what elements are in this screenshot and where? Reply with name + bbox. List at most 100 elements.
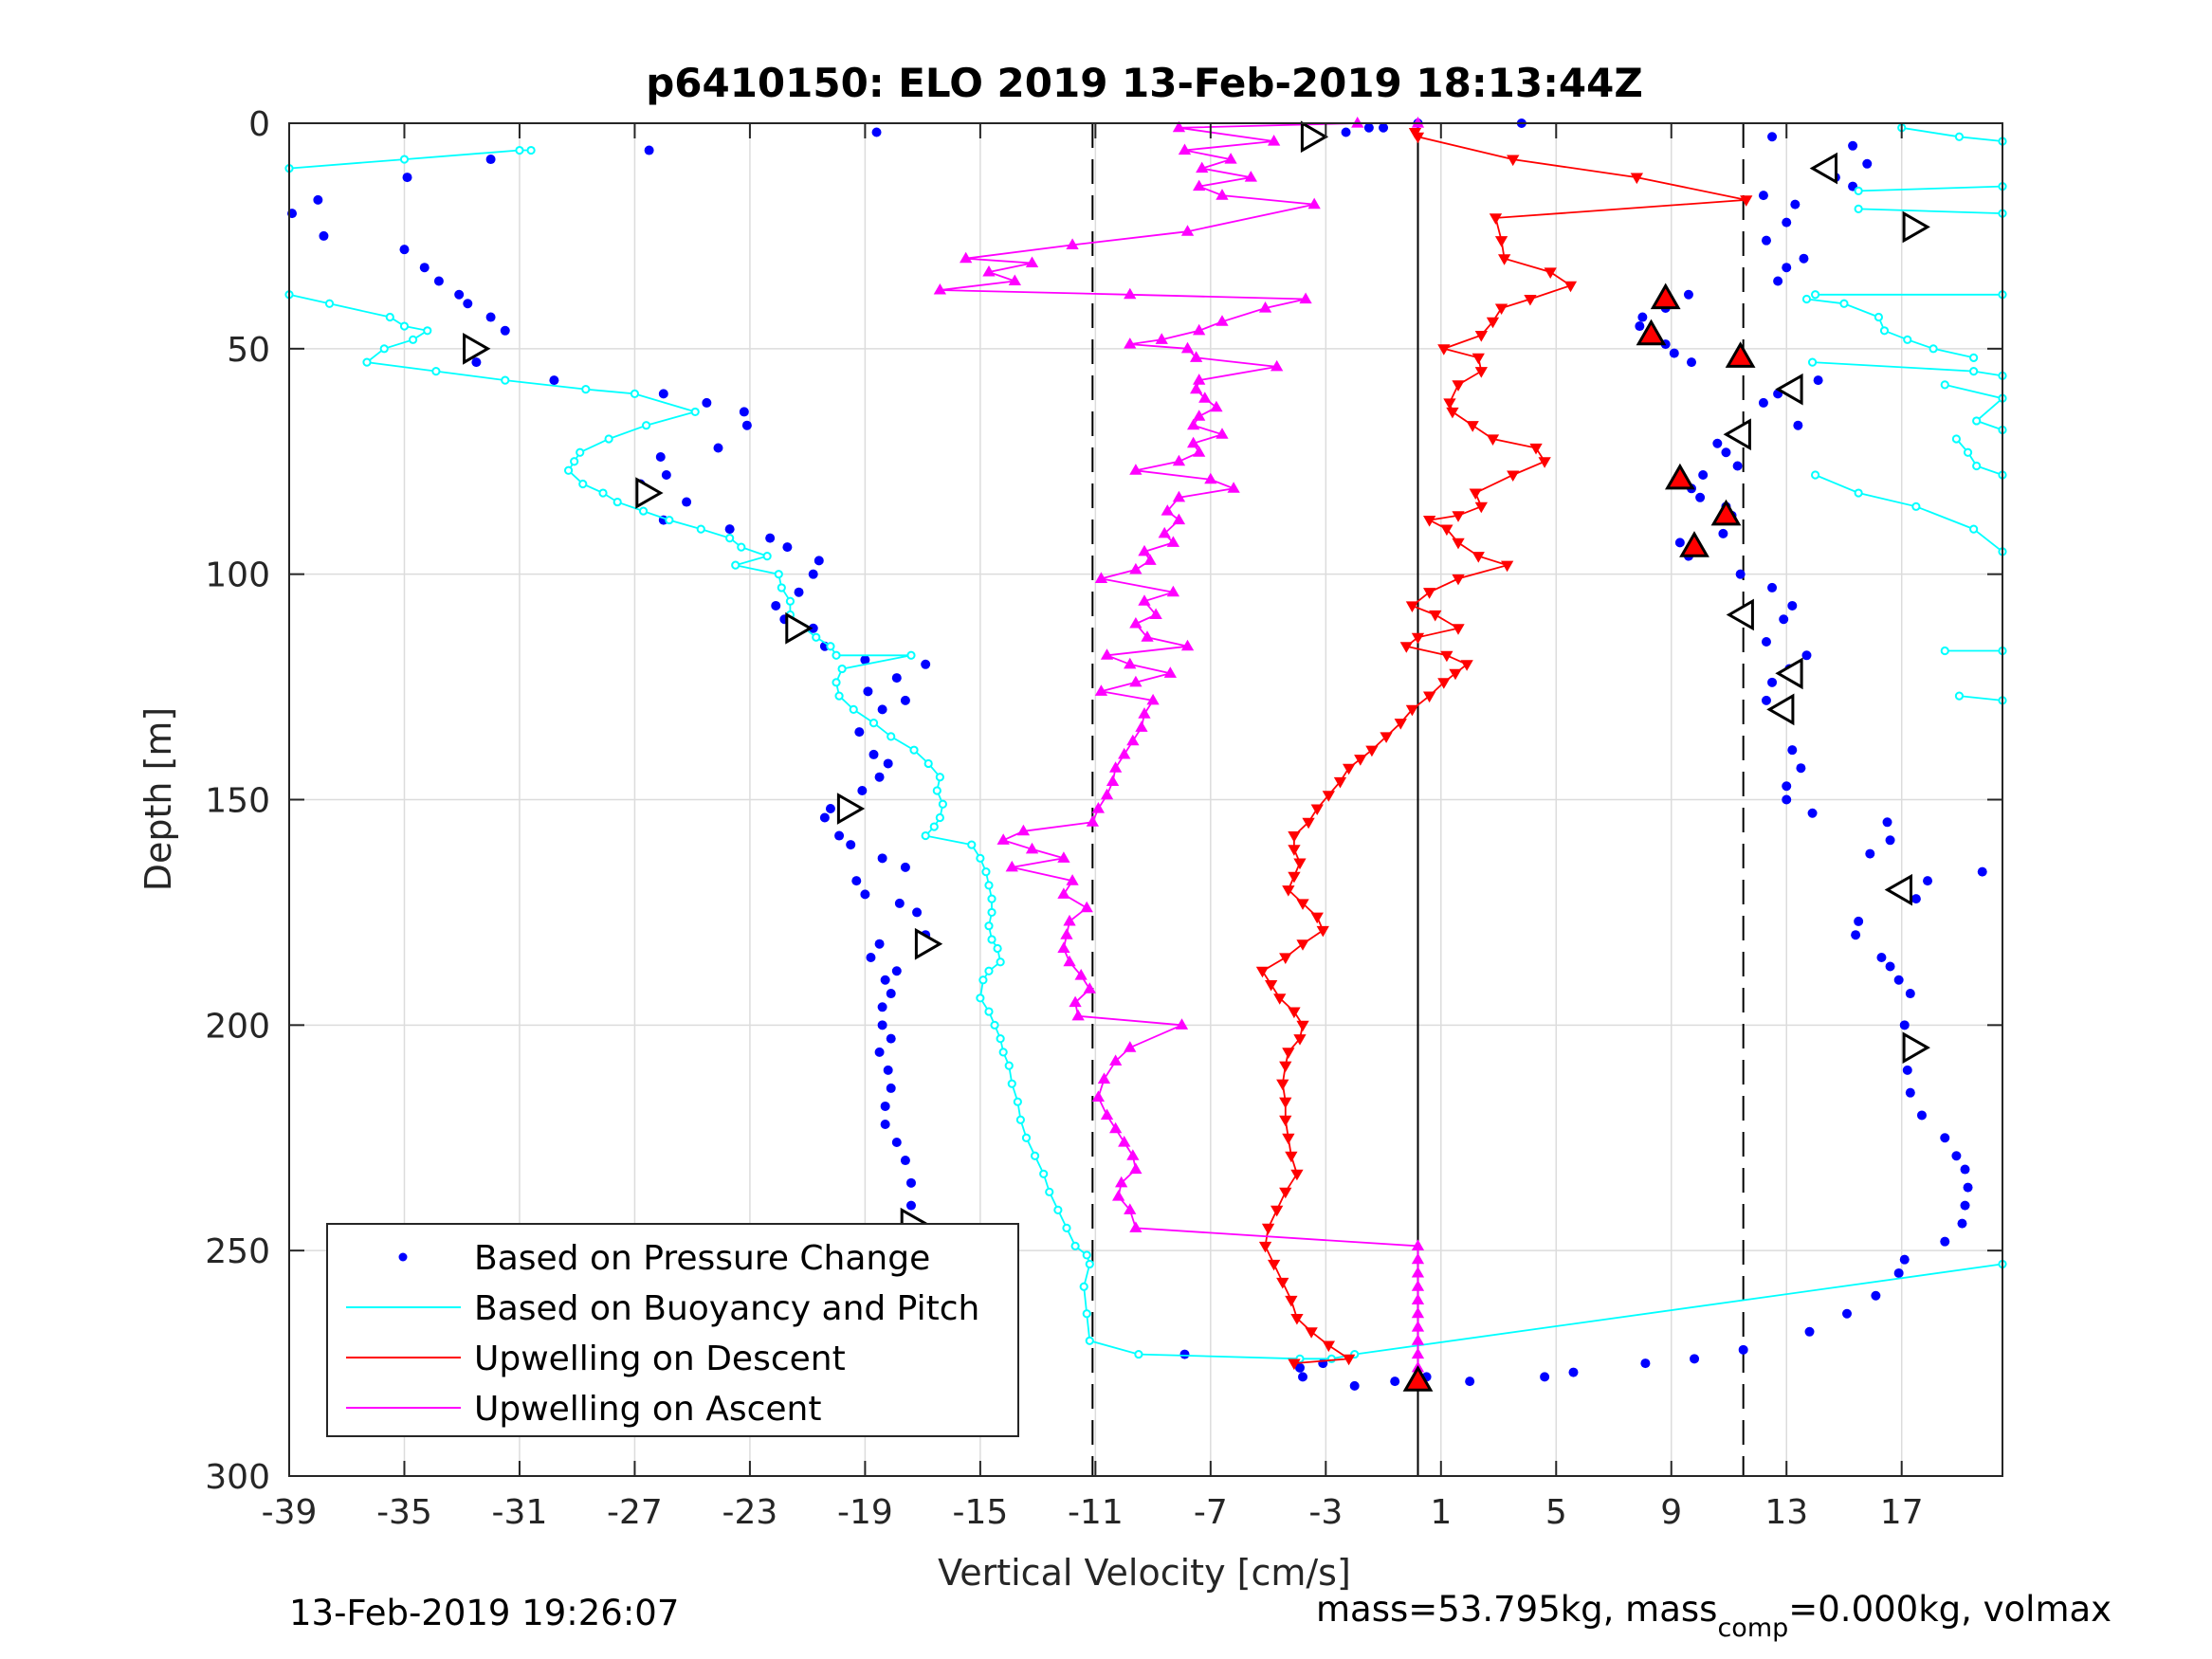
buoyancy-pitch-point [1079, 1282, 1088, 1291]
x-tick-label: 1 [1430, 1493, 1452, 1532]
pressure-change-point [1790, 199, 1801, 210]
buoyancy-pitch-point [578, 479, 588, 489]
y-axis-ticks: 0 50 100 150 200 250 300 [205, 105, 2002, 1497]
pressure-change-point [399, 245, 410, 255]
buoyancy-pitch-point [1874, 312, 1884, 322]
buoyancy-pitch-point [1039, 1169, 1049, 1178]
upwelling-ascent-point [1124, 1203, 1137, 1214]
buoyancy-pitch-point [990, 1020, 999, 1030]
buoyancy-pitch-point [932, 786, 941, 795]
buoyancy-pitch-point [604, 434, 613, 444]
upwelling-descent-point [1288, 1007, 1301, 1019]
pressure-change-point [661, 470, 671, 481]
pressure-change-point [900, 862, 910, 872]
footer-timestamp: 13-Feb-2019 19:26:07 [289, 1593, 679, 1633]
pressure-change-point [1294, 1362, 1305, 1373]
upwelling-ascent-point [1258, 301, 1272, 313]
pressure-change-point [1876, 952, 1887, 962]
upwelling-descent-point [1365, 745, 1379, 757]
upwelling-descent-point [1310, 804, 1324, 815]
pressure-change-point [1923, 876, 1933, 886]
upwelling-ascent-point [1227, 482, 1240, 493]
buoyancy-pitch-point [665, 515, 674, 525]
pressure-change-point [1637, 312, 1648, 322]
pressure-change-point [1674, 538, 1685, 548]
pressure-change-point [1179, 1349, 1190, 1359]
pressure-change-point [644, 145, 654, 155]
pressure-change-point [877, 1020, 887, 1030]
pressure-change-point [894, 898, 905, 908]
buoyancy-pitch-point [1134, 1349, 1143, 1359]
pressure-change-point [880, 975, 890, 985]
upwelling-descent-point [1333, 776, 1347, 789]
upwelling-ascent-point [1411, 1267, 1425, 1278]
upwelling-ascent-point [1083, 982, 1096, 994]
pressure-change-point [1640, 1358, 1651, 1369]
upwelling-descent-point [1405, 704, 1419, 717]
pressure-change-point [1379, 122, 1389, 133]
pressure-change-point [713, 443, 723, 453]
buoyancy-pitch-point [1972, 416, 1982, 426]
pressure-change-point [871, 127, 882, 137]
upwelling-ascent-point [1091, 1090, 1105, 1102]
buoyancy-pitch-point [1854, 488, 1863, 498]
pressure-change-point [463, 299, 473, 309]
buoyancy-pitch-point [399, 321, 410, 331]
buoyancy-pitch-point [1854, 186, 1863, 195]
pressure-change-point [891, 966, 902, 976]
upwelling-ascent-point [1158, 526, 1171, 538]
pressure-change-point [1848, 140, 1858, 151]
pressure-change-point [794, 587, 804, 597]
buoyancy-pitch-point [1807, 357, 1818, 367]
upwelling-ascent-point [1100, 788, 1114, 800]
upwelling-descent-point [1429, 610, 1442, 622]
buoyancy-pitch-point [849, 704, 858, 714]
x-tick-label: -7 [1194, 1493, 1228, 1532]
pressure-change-point [454, 289, 465, 300]
buoyancy-pitch-point [987, 935, 996, 944]
buoyancy-pitch-point [526, 145, 536, 155]
upwelling-ascent-point [1106, 775, 1120, 786]
pressure-change-point [1390, 1376, 1400, 1387]
buoyancy-pitch-point [938, 799, 947, 809]
upwelling-ascent-point [1216, 428, 1229, 439]
pressure-change-point [866, 952, 876, 962]
pressure-change-point [1767, 677, 1778, 687]
pressure-change-point [905, 1177, 916, 1188]
pressure-change-point [1687, 357, 1697, 368]
upwelling-descent-point [1265, 980, 1278, 992]
pressure-change-point [1893, 1267, 1904, 1278]
pressure-change-point [900, 695, 910, 705]
pressure-change-point [1761, 235, 1771, 246]
profile-marker-open [1809, 152, 1837, 185]
buoyancy-pitch-point [1954, 132, 1965, 141]
pressure-change-point [1735, 569, 1746, 579]
buoyancy-pitch-point [501, 375, 510, 385]
upwelling-ascent-point [1193, 179, 1206, 191]
pressure-change-point [1341, 127, 1351, 137]
upwelling-ascent-point [1124, 657, 1137, 669]
pressure-change-point [433, 276, 444, 286]
buoyancy-pitch-point [868, 719, 879, 728]
legend-label: Based on Pressure Change [474, 1239, 930, 1278]
x-tick-label: -39 [262, 1493, 318, 1532]
upwelling-ascent-point [1155, 333, 1168, 344]
pressure-change-point [900, 1156, 910, 1166]
pressure-change-point [883, 758, 893, 769]
upwelling-descent-point [1293, 858, 1307, 870]
chart-title: p6410150: ELO 2019 13-Feb-2019 18:13:44Z [646, 60, 1643, 106]
buoyancy-pitch-point [1082, 1309, 1091, 1319]
y-tick-label: 250 [205, 1232, 270, 1271]
upwelling-descent-point [1474, 367, 1488, 378]
upwelling-descent-point [1288, 831, 1301, 843]
pressure-change-point [877, 853, 887, 864]
pressure-change-point [1882, 817, 1892, 828]
buoyancy-pitch-point [976, 853, 985, 863]
upwelling-descent-point [1285, 1151, 1298, 1163]
pressure-change-point [846, 840, 856, 850]
pressure-change-point [655, 451, 666, 462]
upwelling-ascent-point [1143, 554, 1157, 565]
upwelling-descent-point [1322, 791, 1335, 802]
pressure-change-point [921, 659, 931, 669]
upwelling-descent-point [1380, 732, 1393, 743]
